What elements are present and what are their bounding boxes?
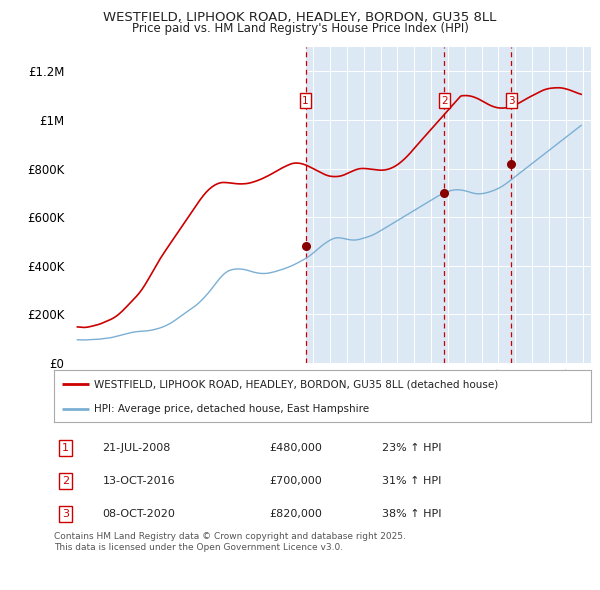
Text: 3: 3 (62, 509, 70, 519)
Text: £820,000: £820,000 (269, 509, 322, 519)
Text: 1: 1 (302, 96, 309, 106)
Text: WESTFIELD, LIPHOOK ROAD, HEADLEY, BORDON, GU35 8LL (detached house): WESTFIELD, LIPHOOK ROAD, HEADLEY, BORDON… (94, 379, 499, 389)
Text: 38% ↑ HPI: 38% ↑ HPI (382, 509, 441, 519)
Text: 13-OCT-2016: 13-OCT-2016 (103, 476, 175, 486)
Text: Contains HM Land Registry data © Crown copyright and database right 2025.
This d: Contains HM Land Registry data © Crown c… (54, 532, 406, 552)
Text: £480,000: £480,000 (269, 443, 322, 453)
Text: 23% ↑ HPI: 23% ↑ HPI (382, 443, 441, 453)
Text: 3: 3 (508, 96, 515, 106)
Text: HPI: Average price, detached house, East Hampshire: HPI: Average price, detached house, East… (94, 404, 370, 414)
Text: Price paid vs. HM Land Registry's House Price Index (HPI): Price paid vs. HM Land Registry's House … (131, 22, 469, 35)
Text: 31% ↑ HPI: 31% ↑ HPI (382, 476, 441, 486)
Text: WESTFIELD, LIPHOOK ROAD, HEADLEY, BORDON, GU35 8LL: WESTFIELD, LIPHOOK ROAD, HEADLEY, BORDON… (103, 11, 497, 24)
Text: 2: 2 (441, 96, 448, 106)
Bar (69, 47, 305, 363)
Text: £700,000: £700,000 (269, 476, 322, 486)
Text: 1: 1 (62, 443, 70, 453)
Text: 08-OCT-2020: 08-OCT-2020 (103, 509, 175, 519)
Text: 2: 2 (62, 476, 70, 486)
Text: 21-JUL-2008: 21-JUL-2008 (103, 443, 171, 453)
